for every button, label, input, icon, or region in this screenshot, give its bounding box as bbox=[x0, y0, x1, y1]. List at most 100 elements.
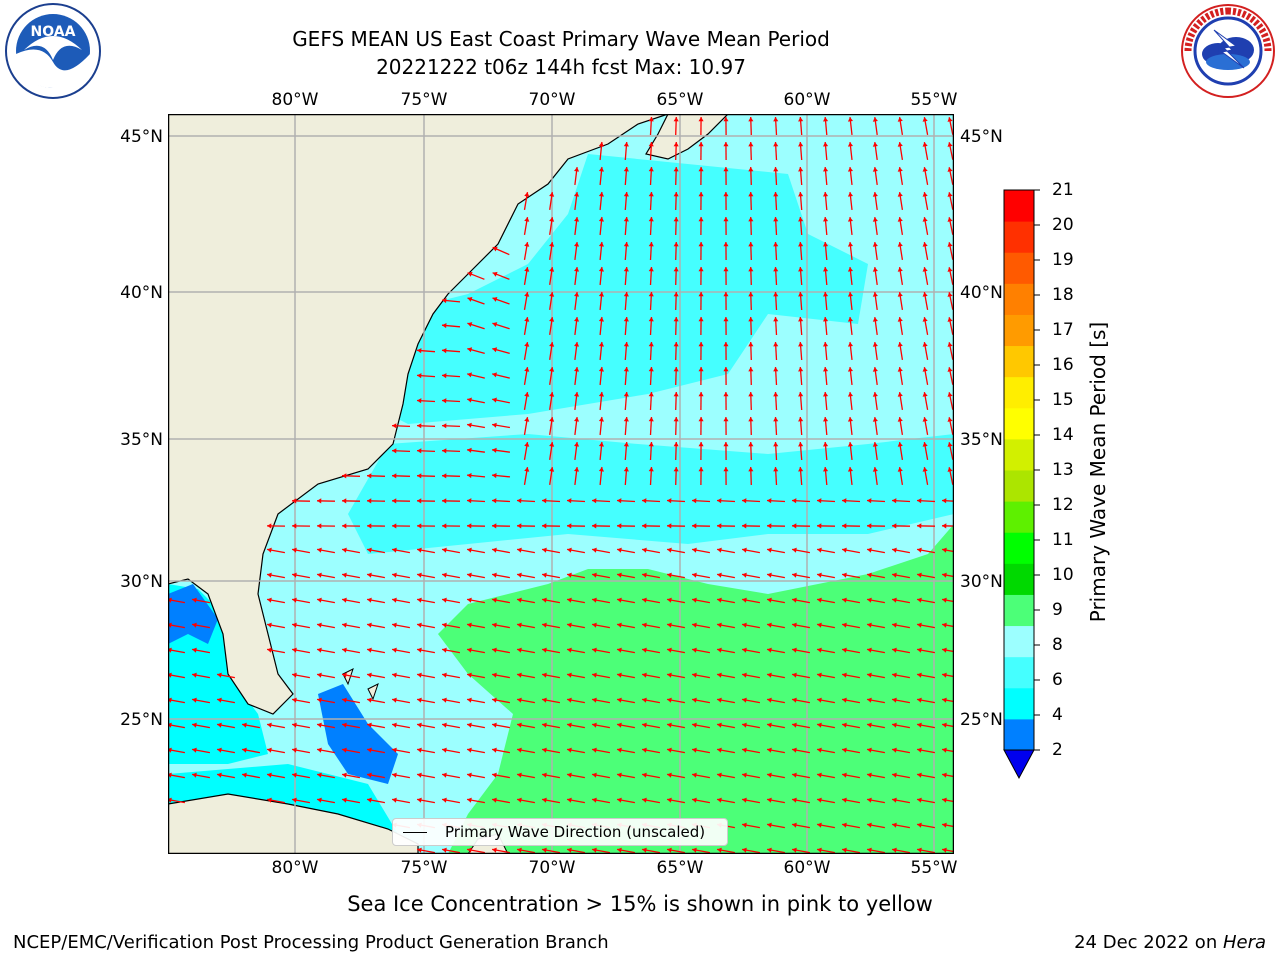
wave-arrow-head bbox=[892, 747, 897, 753]
wave-arrow-head bbox=[748, 217, 754, 222]
colorbar-segment bbox=[1004, 252, 1034, 284]
wave-arrow-head bbox=[317, 747, 322, 753]
wave-arrow-head bbox=[917, 572, 922, 578]
wave-arrow-head bbox=[292, 498, 297, 504]
y-tick-right: 40°N bbox=[960, 283, 1003, 303]
wave-arrow-head bbox=[292, 722, 297, 728]
wave-arrow-head bbox=[717, 722, 722, 728]
wave-arrow-head bbox=[367, 697, 372, 703]
wave-arrow-head bbox=[892, 847, 897, 853]
wave-arrow-head bbox=[367, 797, 372, 803]
wave-arrow-head bbox=[617, 622, 622, 628]
wave-arrow-head bbox=[823, 417, 829, 422]
wave-arrow-head bbox=[723, 442, 729, 447]
wave-arrow-head bbox=[467, 797, 472, 803]
footer-date: 24 Dec 2022 on bbox=[1074, 932, 1223, 953]
wave-arrow-head bbox=[367, 747, 372, 753]
wave-arrow-head bbox=[947, 167, 953, 172]
wave-arrow-head bbox=[698, 217, 704, 222]
wave-arrow-head bbox=[549, 417, 555, 422]
wave-arrow-head bbox=[598, 392, 604, 397]
wave-arrow-head bbox=[847, 342, 853, 347]
wave-arrow-head bbox=[922, 442, 928, 447]
wave-arrow-head bbox=[698, 417, 704, 422]
colorbar-tick-label: 12 bbox=[1052, 495, 1074, 515]
wave-arrow-head bbox=[592, 647, 597, 653]
colorbar-segment bbox=[1004, 470, 1034, 502]
wave-arrow-head bbox=[192, 697, 197, 703]
wave-arrow-head bbox=[742, 597, 747, 603]
wave-arrow-head bbox=[847, 467, 853, 472]
wave-arrow-head bbox=[798, 467, 804, 472]
wave-arrow-head bbox=[817, 797, 822, 803]
wave-arrow-head bbox=[942, 572, 947, 578]
wave-arrow-head bbox=[574, 367, 580, 372]
colorbar-segment bbox=[1004, 594, 1034, 627]
wave-arrow-head bbox=[698, 142, 704, 147]
wave-arrow-head bbox=[442, 772, 447, 778]
wave-arrow-head bbox=[723, 267, 729, 272]
wave-arrow-head bbox=[598, 267, 604, 272]
wave-arrow-head bbox=[598, 467, 604, 472]
y-tick-right: 25°N bbox=[960, 710, 1003, 730]
wave-arrow-head bbox=[317, 697, 322, 703]
wave-arrow-head bbox=[867, 647, 872, 653]
wave-arrow-head bbox=[723, 342, 729, 347]
wave-arrow-head bbox=[917, 822, 922, 828]
wave-arrow-head bbox=[947, 267, 953, 272]
wave-arrow-head bbox=[842, 523, 847, 529]
wave-arrow-head bbox=[692, 622, 697, 628]
wave-arrow-head bbox=[292, 697, 297, 703]
x-tick-top: 75°W bbox=[400, 90, 448, 110]
wave-arrow-head bbox=[897, 317, 903, 322]
wave-arrow-head bbox=[773, 417, 779, 422]
wave-arrow-head bbox=[742, 498, 747, 504]
wave-arrow-head bbox=[698, 392, 704, 397]
wave-arrow-head bbox=[917, 547, 922, 553]
wave-arrow-head bbox=[892, 772, 897, 778]
wave-arrow-head bbox=[492, 322, 498, 327]
title-line-1: GEFS MEAN US East Coast Primary Wave Mea… bbox=[292, 27, 830, 51]
wave-arrow-head bbox=[748, 192, 754, 197]
wave-arrow-head bbox=[417, 847, 422, 853]
wave-arrow-head bbox=[673, 167, 679, 172]
wave-arrow-head bbox=[798, 142, 804, 147]
wave-arrow-head bbox=[842, 597, 847, 603]
wave-arrow-head bbox=[442, 797, 447, 803]
wave-arrow-head bbox=[723, 167, 729, 172]
footer-right: 24 Dec 2022 on Hera bbox=[1074, 932, 1266, 954]
wave-arrow-head bbox=[642, 572, 647, 578]
wave-arrow-head bbox=[742, 572, 747, 578]
wave-arrow-head bbox=[567, 847, 572, 853]
wave-arrow-head bbox=[242, 722, 247, 728]
wave-arrow-head bbox=[642, 672, 647, 678]
wave-arrow-head bbox=[867, 597, 872, 603]
wave-arrow-head bbox=[642, 772, 647, 778]
wave-arrow-head bbox=[623, 367, 629, 372]
wave-arrow-head bbox=[467, 473, 472, 479]
wave-arrow-head bbox=[792, 697, 797, 703]
wave-arrow-head bbox=[417, 498, 422, 504]
wave-arrow-head bbox=[717, 747, 722, 753]
wave-arrow-head bbox=[392, 448, 397, 454]
colorbar-tick-label: 21 bbox=[1052, 180, 1074, 200]
wave-arrow-head bbox=[442, 298, 447, 304]
wave-arrow-head bbox=[342, 722, 347, 728]
wave-arrow-head bbox=[867, 622, 872, 628]
wave-arrow-head bbox=[417, 398, 422, 404]
wave-arrow-head bbox=[767, 697, 772, 703]
wave-arrow-head bbox=[342, 547, 347, 553]
wave-arrow-head bbox=[717, 597, 722, 603]
wave-arrow-head bbox=[392, 672, 397, 678]
wave-arrow-head bbox=[317, 597, 322, 603]
wave-arrow-head bbox=[947, 367, 953, 372]
wave-arrow-head bbox=[417, 672, 422, 678]
wave-arrow-head bbox=[892, 822, 897, 828]
wave-arrow-head bbox=[917, 647, 922, 653]
wave-arrow-head bbox=[748, 442, 754, 447]
wave-arrow-head bbox=[798, 242, 804, 247]
wave-arrow-head bbox=[342, 498, 347, 504]
wave-arrow-head bbox=[417, 647, 422, 653]
wave-arrow-head bbox=[667, 622, 672, 628]
wave-arrow-head bbox=[623, 217, 629, 222]
